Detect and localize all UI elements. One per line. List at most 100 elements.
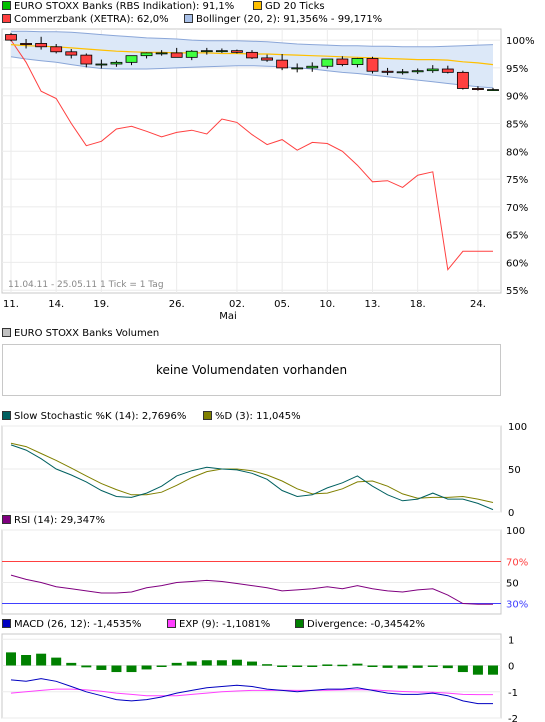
macd-y-tick-label: 1 bbox=[508, 635, 514, 646]
legend-exp: EXP (9): -1,1081% bbox=[167, 619, 270, 631]
divergence-bar bbox=[457, 665, 468, 673]
divergence-bar bbox=[156, 665, 167, 667]
legend-bollinger: Bollinger (20, 2): 91,356% - 99,171% bbox=[184, 14, 382, 26]
legend-macd: MACD (26, 12): -1,4535% bbox=[2, 619, 141, 631]
rsi-plot-frame bbox=[1, 529, 502, 615]
legend-divergence: Divergence: -0,34542% bbox=[295, 619, 425, 631]
divergence-bar bbox=[337, 664, 348, 667]
macd-y-tick-label: -2 bbox=[508, 714, 518, 722]
candle-body bbox=[381, 70, 394, 73]
divergence-bar bbox=[412, 665, 423, 668]
candle-body bbox=[80, 54, 93, 65]
y-tick-label: 100% bbox=[506, 36, 535, 47]
candle-body bbox=[170, 52, 183, 58]
divergence-bar bbox=[81, 665, 92, 668]
y-tick-label: 60% bbox=[506, 258, 528, 269]
x-sublabel-month: Mai bbox=[219, 311, 237, 322]
divergence-bar bbox=[231, 659, 242, 666]
candle-body bbox=[110, 61, 123, 65]
volume-empty-message: keine Volumendaten vorhanden bbox=[2, 344, 501, 396]
x-tick-label: 26. bbox=[169, 299, 185, 310]
candle-body bbox=[140, 52, 153, 57]
x-tick-label: 05. bbox=[274, 299, 290, 310]
x-tick-label: 10. bbox=[319, 299, 335, 310]
candle-body bbox=[231, 50, 243, 53]
candle-body bbox=[321, 58, 334, 67]
bollinger-upper-line bbox=[11, 30, 494, 48]
y-tick-label: 65% bbox=[506, 231, 528, 242]
divergence-bar bbox=[307, 665, 318, 667]
divergence-swatch-icon bbox=[295, 619, 304, 628]
divergence-bar bbox=[292, 665, 303, 667]
x-tick-label: 11. bbox=[3, 299, 19, 310]
candle-body bbox=[261, 57, 273, 61]
macd-swatch-icon bbox=[2, 619, 11, 628]
legend-stoch-d: %D (3): 11,045% bbox=[203, 411, 301, 423]
divergence-bar bbox=[247, 661, 257, 666]
y-tick-label: 85% bbox=[506, 119, 528, 130]
divergence-bar bbox=[367, 665, 378, 667]
candle-body bbox=[441, 68, 454, 73]
y-tick-label: 75% bbox=[506, 175, 528, 186]
candle-body bbox=[306, 65, 319, 69]
divergence-bar bbox=[126, 665, 137, 673]
divergence-bar bbox=[488, 665, 498, 675]
main-legend: EURO STOXX Banks (RBS Indikation): 91,1%… bbox=[0, 1, 545, 13]
rsi-legend: RSI (14): 29,347% bbox=[0, 515, 545, 527]
divergence-bar bbox=[51, 657, 62, 666]
y-tick-label: 55% bbox=[506, 286, 528, 297]
rsi-swatch-icon bbox=[2, 515, 11, 524]
divergence-bar bbox=[322, 664, 333, 666]
stoch-k-line bbox=[10, 444, 494, 511]
candle-body bbox=[125, 55, 138, 63]
main-plot-frame bbox=[1, 28, 502, 294]
divergence-bar bbox=[186, 661, 197, 666]
legend-commerzbank: Commerzbank (XETRA): 62,0% bbox=[2, 14, 169, 26]
stoch-y-tick-label: 50 bbox=[508, 465, 521, 476]
macd-line bbox=[10, 678, 493, 705]
volume-legend: EURO STOXX Banks Volumen bbox=[0, 328, 545, 340]
candle-body bbox=[472, 88, 484, 90]
stoch-d-line bbox=[10, 442, 494, 503]
candle-body bbox=[65, 51, 78, 56]
candle-body bbox=[456, 71, 469, 89]
rsi-y-tick-label: 70% bbox=[506, 558, 528, 569]
date-range-note: 11.04.11 - 25.05.11 1 Tick = 1 Tag bbox=[8, 280, 164, 290]
divergence-bar bbox=[216, 660, 227, 666]
divergence-bar bbox=[36, 653, 47, 666]
candle-body bbox=[50, 46, 63, 53]
x-tick-label: 19. bbox=[93, 299, 109, 310]
divergence-bar bbox=[397, 665, 408, 669]
main-legend-row2: Commerzbank (XETRA): 62,0% Bollinger (20… bbox=[0, 14, 545, 26]
candle-body bbox=[246, 51, 258, 59]
bollinger-swatch-icon bbox=[184, 14, 193, 23]
bollinger-band-fill bbox=[11, 31, 493, 88]
candle-body bbox=[396, 71, 409, 74]
legend-rsi: RSI (14): 29,347% bbox=[2, 515, 105, 527]
candle-body bbox=[426, 68, 439, 72]
divergence-bar bbox=[6, 652, 16, 666]
divergence-bar bbox=[171, 662, 182, 666]
rsi-y-tick-label: 30% bbox=[506, 600, 528, 611]
commerzbank-line bbox=[10, 39, 493, 271]
candle-body bbox=[95, 63, 108, 66]
legend-euro-stoxx: EURO STOXX Banks (RBS Indikation): 91,1% bbox=[2, 1, 234, 13]
y-tick-label: 70% bbox=[506, 203, 528, 214]
macd-y-tick-label: 0 bbox=[508, 662, 514, 673]
x-tick-label: 18. bbox=[410, 299, 426, 310]
candle-body bbox=[215, 50, 228, 53]
stochastic-legend: Slow Stochastic %K (14): 2,7696% %D (3):… bbox=[0, 411, 545, 423]
commerzbank-swatch-icon bbox=[2, 14, 11, 23]
x-tick-label: 24. bbox=[470, 299, 486, 310]
divergence-bar bbox=[382, 665, 393, 668]
macd-plot-frame bbox=[1, 633, 502, 719]
candle-body bbox=[366, 58, 379, 72]
divergence-bar bbox=[352, 663, 363, 666]
volume-swatch-icon bbox=[2, 328, 11, 337]
divergence-bar bbox=[262, 664, 273, 666]
candle-body bbox=[200, 50, 213, 53]
euro-stoxx-swatch-icon bbox=[2, 1, 11, 10]
divergence-bar bbox=[141, 665, 152, 670]
macd-legend: MACD (26, 12): -1,4535% EXP (9): -1,1081… bbox=[0, 619, 545, 631]
